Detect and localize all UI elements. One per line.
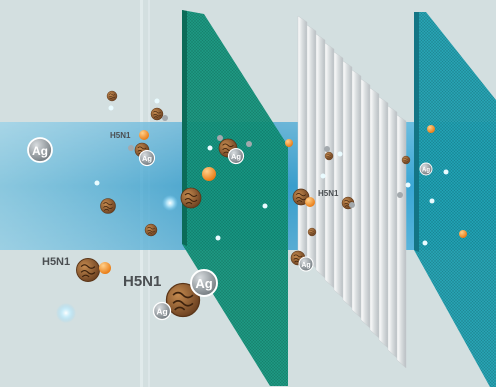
silver-particle [162, 115, 168, 121]
virus-icon [100, 198, 116, 214]
silver-ion-icon: Ag [27, 137, 53, 163]
silver-ion-label: Ag [142, 154, 152, 163]
virus-icon [106, 90, 118, 102]
virus-icon [180, 187, 202, 209]
silver-ion-label: Ag [156, 306, 167, 316]
silver-ion-label: Ag [231, 152, 241, 161]
virus-label: H5N1 [318, 189, 339, 198]
charged-particle [427, 125, 435, 133]
charged-particle [459, 230, 467, 238]
teal-filter [414, 12, 496, 387]
air-ion [154, 98, 160, 104]
air-ion [337, 151, 343, 157]
pleat [387, 105, 398, 359]
pleat [378, 96, 389, 349]
virus-label: H5N1 [110, 131, 131, 140]
silver-particle [349, 202, 355, 208]
virus-icon [307, 227, 317, 237]
virus-icon [324, 151, 334, 161]
silver-ion-icon: Ag [152, 301, 172, 321]
pleat [297, 15, 308, 259]
silver-ion-icon: Ag [298, 256, 314, 272]
silver-particle [324, 146, 330, 152]
silver-particle [246, 141, 252, 147]
silver-particle [217, 135, 223, 141]
virus-icon [144, 223, 158, 237]
labels: H5N1 H5N1 H5N1 H5N1 [42, 131, 339, 290]
air-ion [207, 145, 213, 151]
silver-ion-label: Ag [195, 276, 212, 291]
pleat [324, 42, 335, 289]
charged-particle [99, 262, 111, 274]
virus-icon [401, 155, 411, 165]
air-ion [422, 240, 428, 246]
pleat [315, 33, 326, 279]
charged-particle [285, 139, 293, 147]
air-ion [320, 173, 326, 179]
virus-icon [75, 257, 101, 283]
air-ion [215, 235, 221, 241]
green-prefilter [182, 10, 288, 386]
silver-particle [397, 192, 403, 198]
air-ion-glow [162, 195, 178, 211]
air-ion [443, 169, 449, 175]
virus-label: H5N1 [123, 273, 161, 290]
pleat [342, 60, 353, 309]
silver-ion-label: Ag [422, 167, 430, 173]
virus-label: H5N1 [42, 256, 70, 268]
air-ion [429, 198, 435, 204]
pleat [333, 51, 344, 299]
silver-ion-icon: Ag [227, 147, 245, 165]
charged-particle [202, 167, 216, 181]
pleat [369, 87, 380, 339]
pleat [351, 69, 362, 319]
silver-ion-icon: Ag [190, 269, 218, 297]
charged-particle [305, 197, 315, 207]
silver-ion-label: Ag [301, 262, 310, 269]
silver-ion-icon: Ag [419, 162, 433, 176]
air-ion [262, 203, 268, 209]
air-ion [94, 180, 100, 186]
silver-particle [128, 145, 134, 151]
pleat [360, 78, 371, 329]
silver-ion-label: Ag [32, 144, 48, 158]
silver-ion-icon: Ag [138, 149, 156, 167]
charged-particle [139, 130, 149, 140]
air-ion [405, 182, 411, 188]
particles: Ag Ag Ag Ag Ag Ag Ag [27, 90, 467, 323]
pleat [396, 114, 407, 369]
virus-icon [150, 107, 164, 121]
air-ion-glow [56, 303, 76, 323]
air-ion [108, 105, 114, 111]
